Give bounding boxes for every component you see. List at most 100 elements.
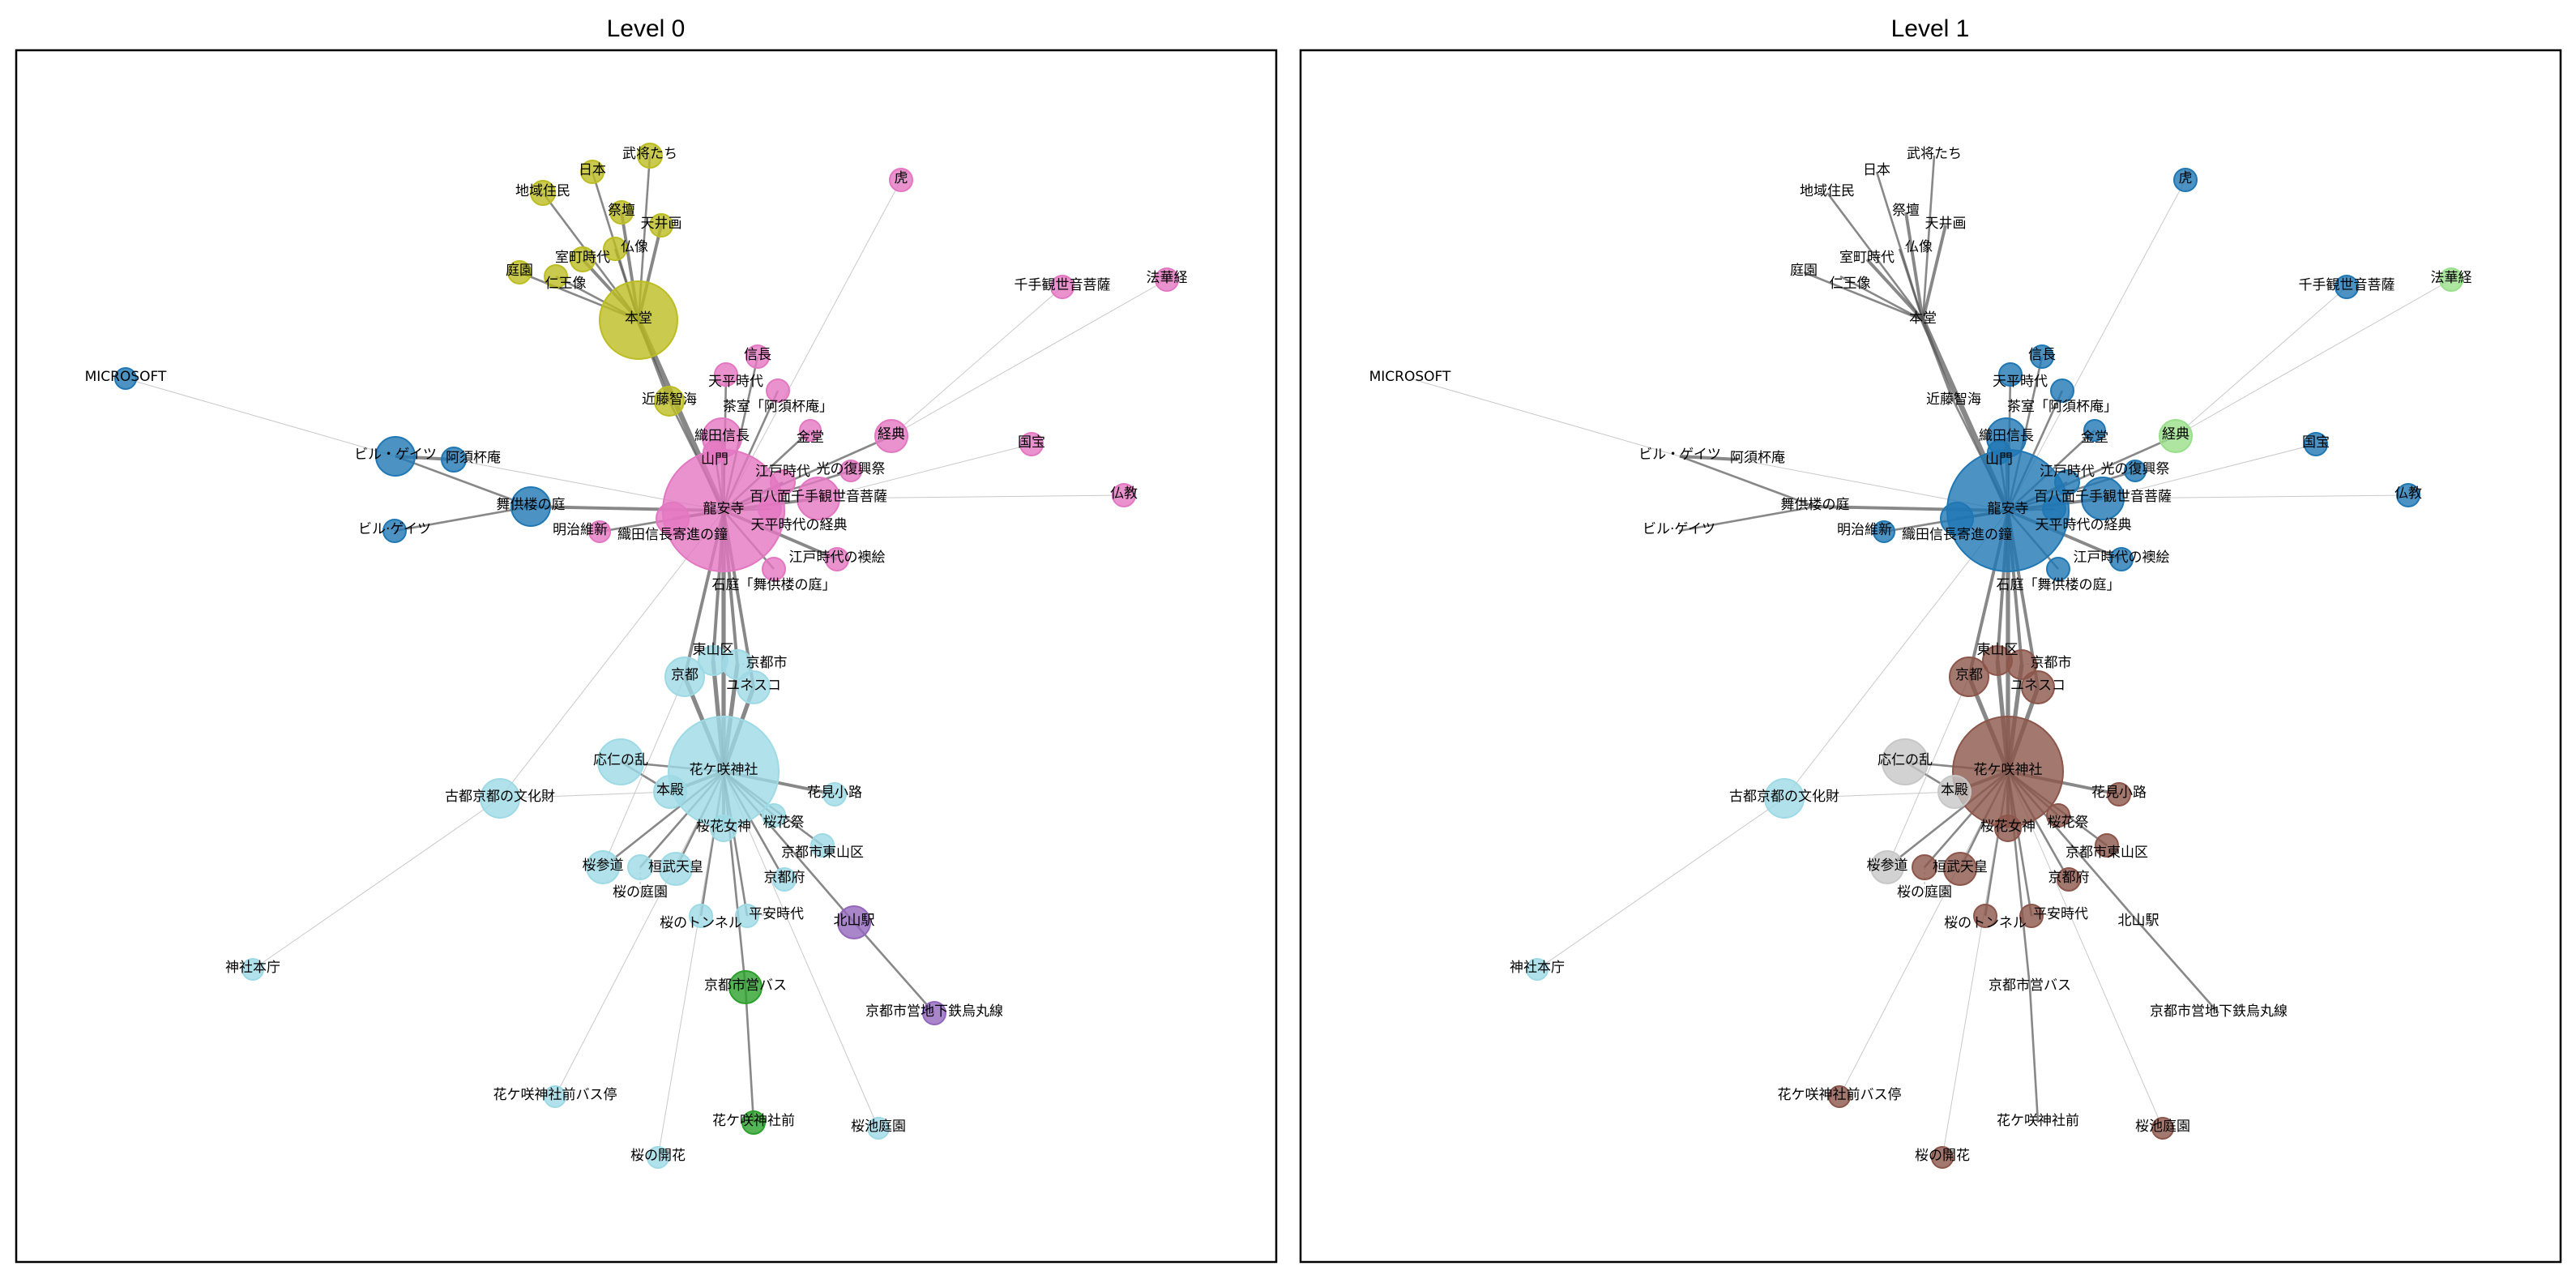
node-label: 国宝 (1018, 434, 1045, 451)
node-label: 桜の庭園 (1897, 884, 1952, 900)
node-label: 桜池庭園 (851, 1119, 906, 1135)
graph-node (659, 852, 693, 886)
node-label: 京都 (671, 667, 698, 683)
node-label: 金堂 (797, 430, 824, 446)
graph-node (544, 1085, 566, 1108)
graph-node (588, 520, 611, 543)
graph-node (867, 1117, 890, 1140)
graph-node (241, 958, 264, 981)
node-label: 織田信長 (1979, 428, 2034, 444)
edge (1839, 275, 1924, 322)
node-label: 桜花祭 (763, 815, 805, 831)
node-label: 虎 (2179, 170, 2193, 186)
node-label: 光の復興祭 (817, 461, 886, 477)
node-label: 応仁の乱 (593, 752, 648, 768)
node-label: MICROSOFT (85, 369, 167, 385)
graph-node (822, 782, 847, 806)
graph-node (637, 143, 663, 169)
node-label: 江戸時代の襖絵 (2074, 550, 2170, 566)
node-label: 仏教 (2394, 486, 2422, 502)
node-label: 千手観世音菩薩 (1015, 277, 1111, 293)
node-label: 京都市営地下鉄烏丸線 (865, 1003, 1003, 1020)
node-label: 龍安寺 (1988, 501, 2029, 517)
edge (2102, 443, 2317, 499)
graph-node (570, 246, 596, 272)
node-label: 平安時代 (749, 906, 804, 922)
node-label: 応仁の乱 (1878, 752, 1933, 768)
node-label: 花見小路 (807, 785, 862, 801)
node-label: 桜のトンネル (660, 915, 742, 931)
node-label: 神社本庁 (225, 960, 280, 976)
node-label: 古都京都の文化財 (445, 789, 555, 805)
edge (2175, 286, 2347, 437)
graph-node (2019, 904, 2044, 928)
graph-node (1943, 852, 1977, 886)
graph-node (770, 469, 796, 495)
graph-node (2083, 419, 2106, 442)
graph-node (647, 1146, 669, 1169)
node-label: ユネスコ (2010, 678, 2065, 694)
node-label: 経典 (2162, 426, 2189, 443)
node-label: 京都市 (746, 655, 788, 671)
node-label: 京都府 (764, 870, 805, 886)
graph-node (441, 447, 467, 473)
node-label: 仁王像 (1830, 276, 1871, 292)
edge (2102, 494, 2409, 499)
graph-node (710, 815, 737, 842)
node-label: 百八面千手観世音菩薩 (2034, 489, 2172, 505)
graph-node (837, 905, 871, 939)
edge (1886, 676, 1970, 868)
node-label: 石庭「舞供楼の庭」 (712, 577, 836, 593)
edge (1678, 505, 1816, 533)
edge (395, 455, 532, 508)
node-label: 桜の開花 (1915, 1148, 1970, 1164)
node-label: 北山駅 (834, 913, 875, 929)
node-label: 京都市営バス (1989, 977, 2071, 994)
node-label: 茶室「阿須杯庵」 (723, 399, 833, 415)
graph-node (656, 502, 690, 536)
node-label: 花ケ咲神社前 (1997, 1113, 2079, 1129)
edge (125, 378, 396, 457)
graph-node (649, 213, 673, 237)
label-leader-line (1737, 457, 1758, 460)
edge (723, 771, 879, 1129)
edge (1921, 225, 1947, 321)
node-label: 本殿 (1941, 782, 1968, 798)
node-label: 東山区 (1977, 642, 2019, 658)
node-label: 仁王像 (545, 276, 587, 292)
node-label: 近藤智海 (1926, 391, 1981, 408)
edge (1865, 258, 1925, 322)
graph-node (1112, 483, 1136, 507)
node-label: ビル·ゲイツ (358, 521, 431, 537)
edge (554, 771, 724, 1097)
node-label: 信長 (744, 347, 771, 363)
graph-node (745, 344, 770, 369)
node-label: 千手観世音菩薩 (2299, 277, 2395, 293)
graph-node (2173, 168, 2198, 192)
graph-node (654, 386, 685, 417)
node-label: 阿須杯庵 (1730, 450, 1785, 466)
node-label: 国宝 (2302, 434, 2330, 451)
edge (2138, 922, 2219, 1014)
node-label: 天平時代 (708, 374, 763, 390)
edge (1803, 271, 1924, 322)
node-label: 庭園 (506, 263, 533, 279)
node-label: ビル・ゲイツ (1638, 447, 1721, 463)
node-label: 法華経 (1147, 270, 1188, 286)
graph-node (762, 557, 786, 581)
node-label: 天井画 (641, 216, 682, 232)
node-label: 日本 (1863, 162, 1890, 178)
graph-node (1019, 432, 1044, 456)
panel-title-level-0: Level 0 (607, 15, 686, 42)
graph-node (586, 850, 620, 884)
node-label: 本堂 (625, 310, 652, 327)
node-label: 舞供楼の庭 (1781, 497, 1850, 513)
graph-node (1155, 267, 1179, 292)
graph-node (735, 904, 759, 928)
graph-node (1873, 520, 1895, 543)
graph-node (799, 419, 822, 442)
graph-node (2046, 557, 2070, 581)
node-label: 京都市営バス (704, 977, 787, 994)
graph-node (2109, 547, 2134, 571)
graph-node (703, 440, 727, 464)
